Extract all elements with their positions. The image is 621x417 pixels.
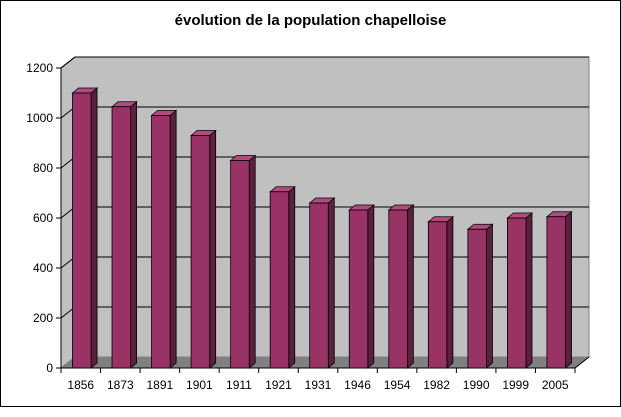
bar — [348, 209, 369, 369]
bar-side — [169, 109, 177, 369]
chart-frame: évolution de la population chapelloise 0… — [0, 0, 621, 407]
x-tick-label: 1873 — [107, 378, 134, 392]
bar — [151, 115, 171, 369]
y-tick-label: 0 — [46, 361, 53, 375]
bar — [269, 191, 290, 369]
bar-side — [446, 215, 454, 369]
x-tick-label: 1856 — [67, 378, 94, 392]
bar — [72, 92, 92, 369]
chart-title: évolution de la population chapelloise — [174, 12, 447, 29]
bar — [309, 202, 329, 369]
bar-side — [248, 154, 256, 369]
y-tick-label: 400 — [33, 261, 53, 275]
x-tick-label: 1999 — [502, 378, 529, 392]
x-tick-label: 1954 — [384, 378, 411, 392]
x-tick-label: 1921 — [265, 378, 292, 392]
bar — [507, 217, 527, 369]
bar-side — [367, 204, 375, 369]
bar — [427, 221, 448, 369]
y-axis-top-edge — [60, 56, 76, 69]
bar-side — [525, 212, 533, 369]
y-tick-label: 1000 — [26, 111, 53, 125]
x-axis-right-edge — [574, 356, 590, 369]
x-tick-label: 2005 — [542, 378, 569, 392]
bar-side — [288, 185, 296, 369]
y-tick-label: 600 — [33, 211, 53, 225]
x-tick-label: 1911 — [226, 378, 252, 392]
bar-side — [90, 87, 98, 369]
bar — [388, 209, 408, 369]
bar-side — [130, 100, 137, 369]
bar — [467, 228, 487, 369]
x-tick-label: 1891 — [146, 378, 173, 392]
bar — [190, 135, 211, 369]
y-tick-label: 1200 — [26, 61, 53, 75]
bar — [111, 106, 131, 369]
bar — [230, 160, 250, 369]
bar-side — [565, 210, 572, 369]
bar-side — [406, 204, 414, 369]
bar — [546, 216, 566, 369]
y-tick-label: 200 — [33, 311, 53, 325]
x-tick-label: 1901 — [186, 378, 213, 392]
chart-plot: 0 200 400 600 800 1000 1200 1856 1873 1891 1901 191… — [26, 56, 591, 392]
bar-side — [327, 197, 335, 369]
x-tick-label: 1946 — [344, 378, 371, 392]
x-tick-label: 1990 — [463, 378, 490, 392]
x-tick-label: 1982 — [423, 378, 450, 392]
bar-side — [486, 223, 493, 369]
bar-side — [209, 129, 217, 369]
x-tick-label: 1931 — [305, 378, 332, 392]
y-tick-label: 800 — [33, 161, 53, 175]
